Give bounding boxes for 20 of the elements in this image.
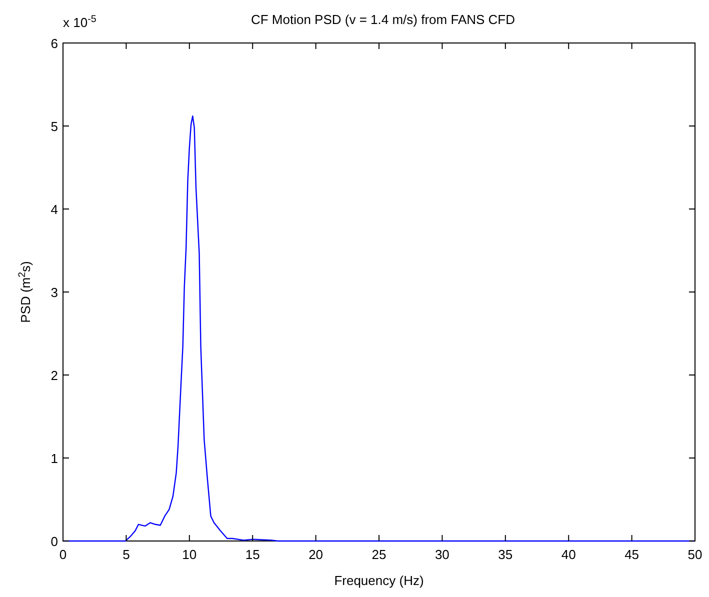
y-tick-label: 4 xyxy=(50,202,58,217)
text: x 10$^{-5}$ xyxy=(63,14,97,30)
chart-title: CF Motion PSD (v = 1.4 m/s) from FANS CFD xyxy=(250,12,516,27)
y-tick-label: 3 xyxy=(50,285,58,300)
x-axis-title: Frequency (Hz) xyxy=(334,573,424,588)
y-tick-label: 0 xyxy=(50,534,58,549)
y-tick-label: 2 xyxy=(50,368,58,383)
x-tick-label: 25 xyxy=(372,547,386,562)
x-tick-label: 30 xyxy=(434,547,450,562)
x-tick-label: 15 xyxy=(245,547,260,562)
x-tick-label: 35 xyxy=(498,547,513,562)
x-tick-label: 5 xyxy=(122,547,130,562)
x-tick-label: 20 xyxy=(308,547,324,562)
y-tick-label: 1 xyxy=(50,451,58,466)
y-tick-label: 6 xyxy=(50,36,58,51)
x-tick-label: 50 xyxy=(688,547,702,562)
x-tick-label: 40 xyxy=(561,547,576,562)
y-tick-label: 5 xyxy=(50,119,58,134)
x-tick-label: 45 xyxy=(624,547,640,562)
x-tick-label: 10 xyxy=(182,547,197,562)
